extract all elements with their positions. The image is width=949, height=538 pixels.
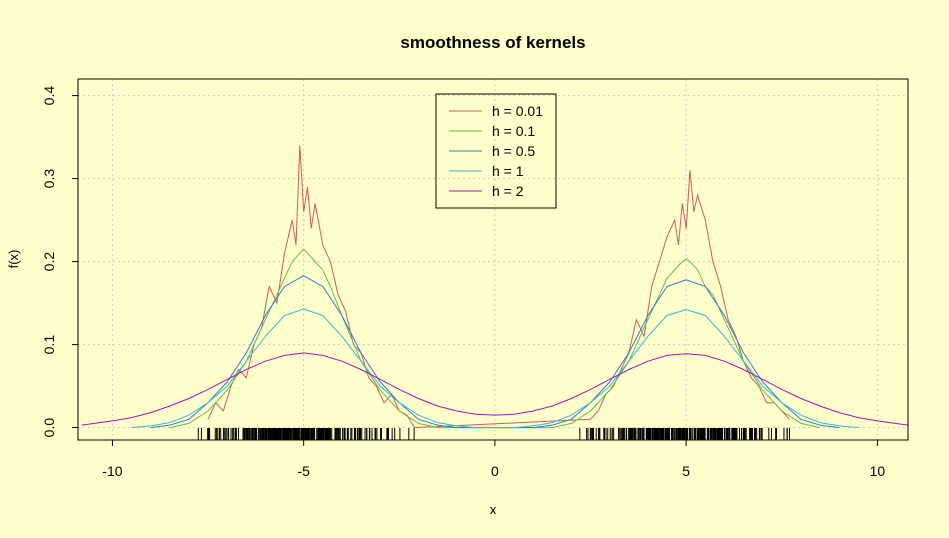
y-tick-label-2: 0.2 [41, 252, 57, 272]
y-axis-label: f(x) [6, 250, 21, 269]
plot-frame [77, 78, 909, 441]
legend-label-3: h = 1 [492, 163, 524, 179]
x-axis: -10 -5 0 5 10 [102, 440, 885, 479]
y-tick-label-0: 0.0 [41, 418, 57, 438]
x-tick-label-0: -10 [102, 463, 122, 479]
chart-title: smoothness of kernels [400, 33, 585, 52]
y-axis: 0.0 0.1 0.2 0.3 0.4 [41, 86, 78, 438]
rug-marks [197, 428, 790, 440]
legend-label-1: h = 0.1 [492, 123, 535, 139]
x-tick-label-4: 10 [870, 463, 886, 479]
y-tick-label-1: 0.1 [41, 335, 57, 355]
legend-label-2: h = 0.5 [492, 143, 535, 159]
x-axis-label: x [490, 502, 497, 517]
x-tick-label-2: 0 [491, 463, 499, 479]
x-tick-label-3: 5 [682, 463, 690, 479]
series-line-3 [131, 308, 859, 429]
legend: h = 0.01 h = 0.1 h = 0.5 h = 1 h = 2 [435, 93, 557, 209]
x-tick-label-1: -5 [297, 463, 310, 479]
legend-label-4: h = 2 [492, 183, 524, 199]
y-tick-label-3: 0.3 [41, 169, 57, 189]
series-group [81, 145, 909, 429]
legend-box [435, 93, 557, 209]
y-tick-label-4: 0.4 [41, 86, 57, 106]
series-line-0 [207, 145, 790, 429]
legend-label-0: h = 0.01 [492, 103, 543, 119]
series-line-4 [81, 352, 909, 426]
